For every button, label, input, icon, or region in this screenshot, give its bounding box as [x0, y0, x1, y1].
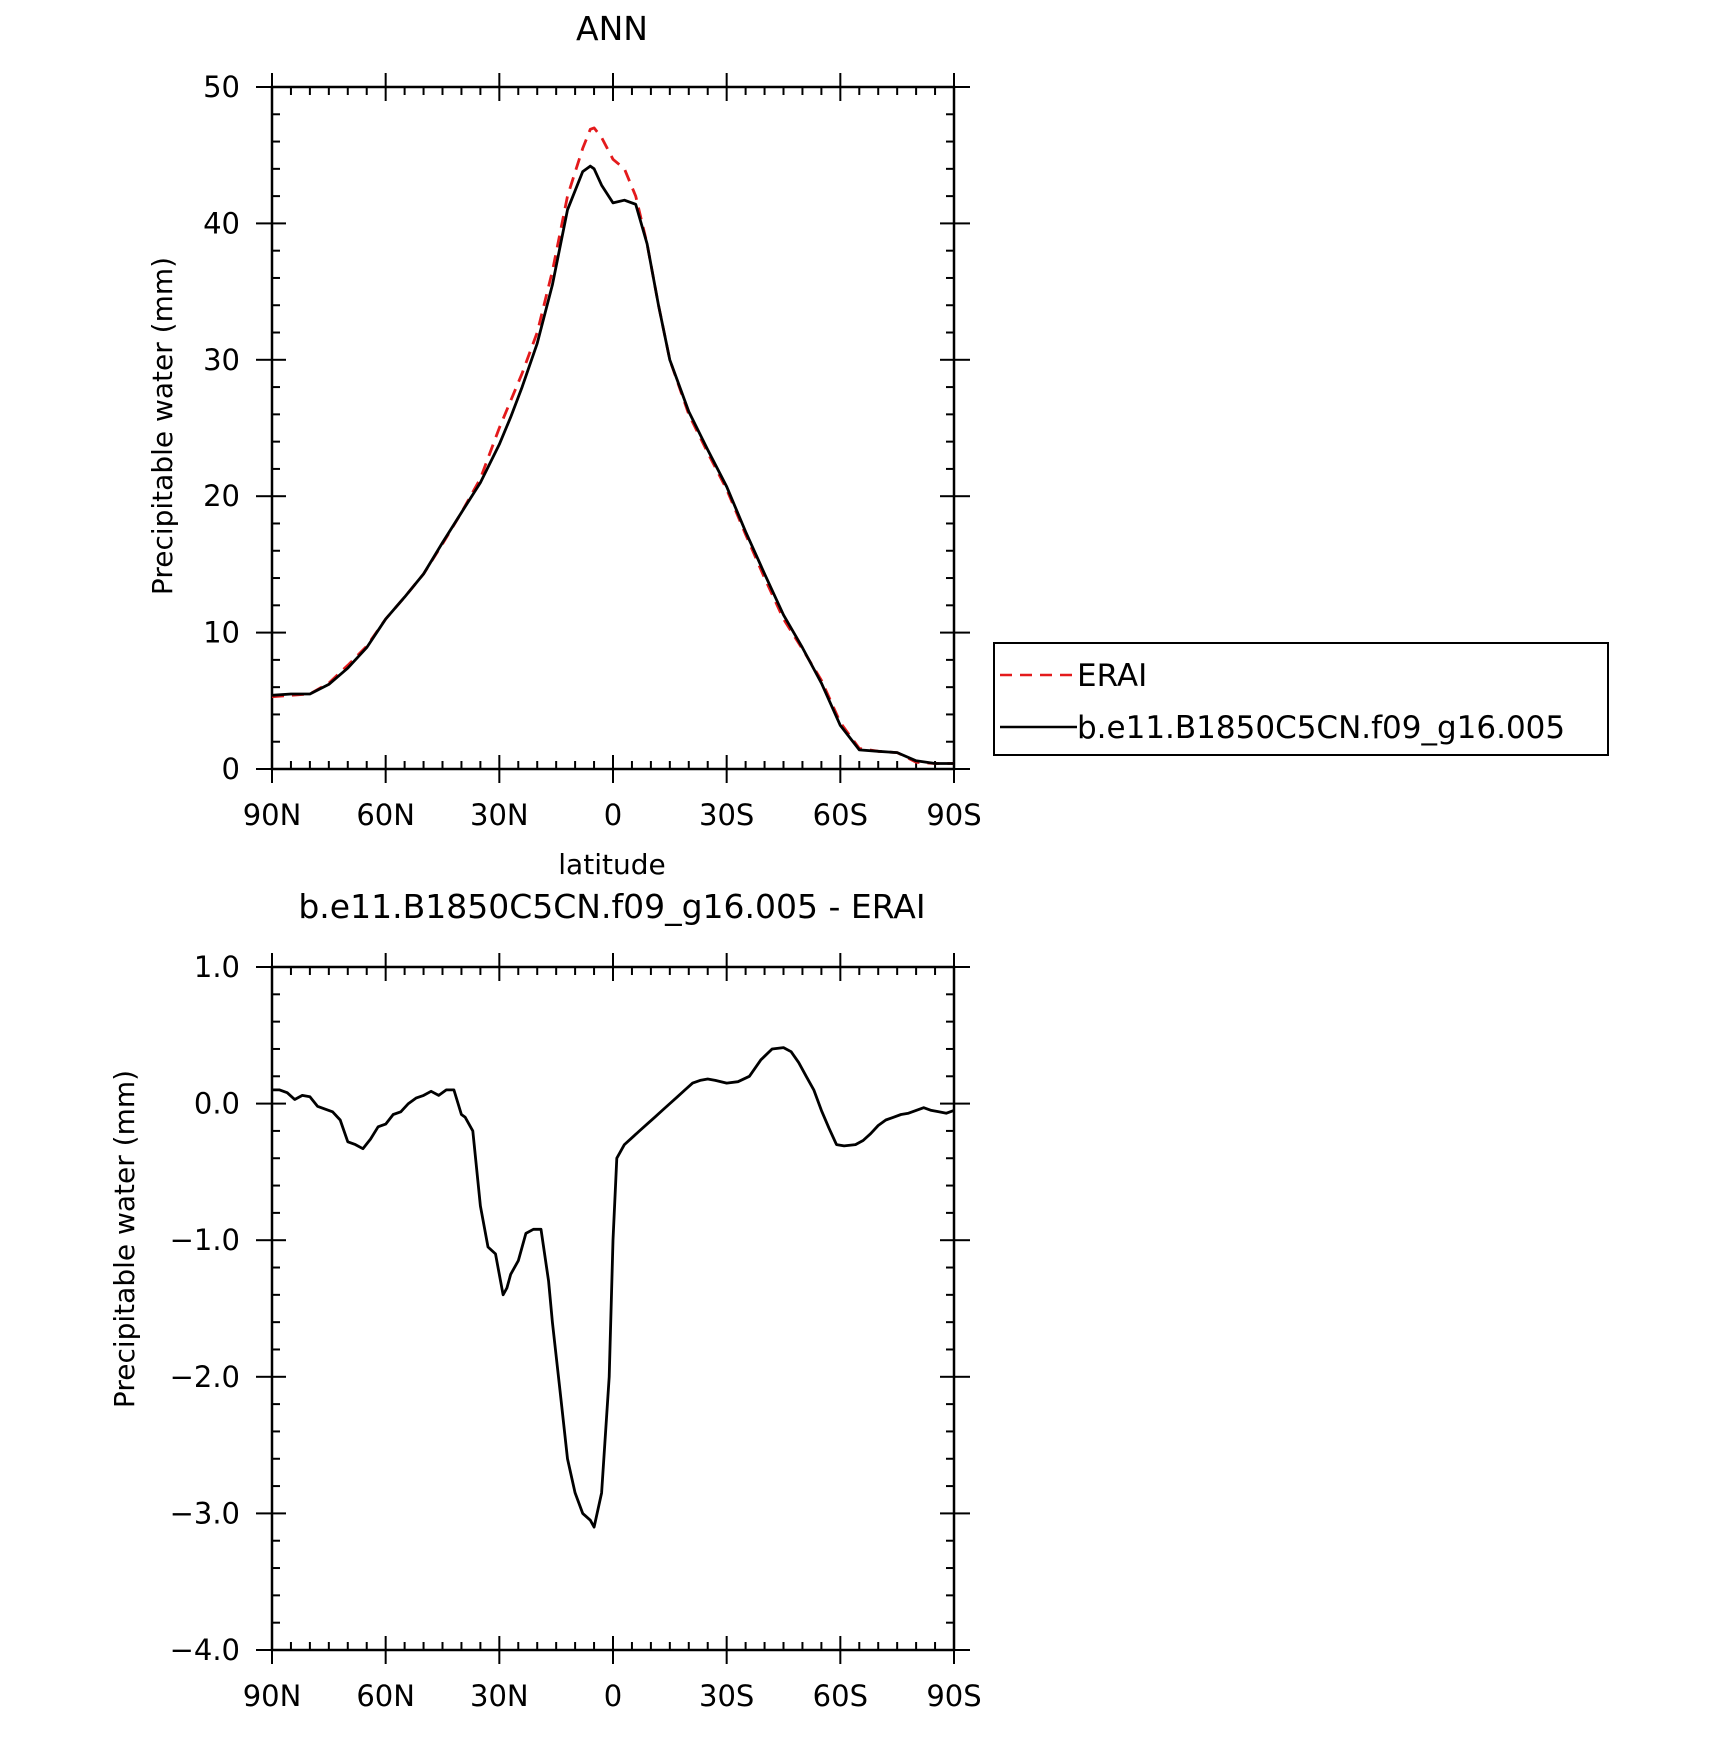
panel-bottom-title: b.e11.B1850C5CN.f09_g16.005 - ERAI — [298, 887, 925, 926]
panel-bottom-y-tick-label: −3.0 — [170, 1496, 240, 1530]
panel-top-y-tick-label: 10 — [203, 616, 240, 650]
panel-top-y-tick-label: 0 — [222, 752, 240, 786]
panel-top-y-label: Precipitable water (mm) — [146, 257, 179, 595]
panel-top-x-label: latitude — [558, 848, 665, 881]
panel-bottom-x-tick-label: 90N — [243, 1679, 302, 1713]
panel-bottom-x-tick-label: 60S — [813, 1679, 868, 1713]
panel-top-series-line-1 — [271, 164, 954, 765]
panel-top-axes: 90N 60N 30N 0 30S 60S 90S 0 10 20 30 40 50 — [203, 70, 982, 832]
panel-bottom: b.e11.B1850C5CN.f09_g16.005 - ERAI 90N 60… — [108, 887, 982, 1713]
panel-top-x-tick-label: 60S — [813, 798, 868, 832]
legend-box — [993, 642, 1609, 756]
panel-top-x-tick-label: 90S — [926, 798, 981, 832]
legend-label-model: b.e11.B1850C5CN.f09_g16.005 — [1077, 710, 1565, 746]
legend: ERAI b.e11.B1850C5CN.f09_g16.005 — [993, 642, 1609, 756]
panel-top-x-tick-label: 60N — [356, 798, 415, 832]
panel-bottom-y-tick-label: −4.0 — [170, 1633, 240, 1667]
panel-top-y-tick-label: 40 — [203, 206, 240, 240]
panel-bottom-y-tick-label: 0.0 — [194, 1087, 240, 1121]
panel-bottom-x-tick-label: 30N — [470, 1679, 529, 1713]
panel-bottom-y-label: Precipitable water (mm) — [108, 1070, 141, 1408]
panel-top-x-tick-label: 30N — [470, 798, 529, 832]
panel-top-series — [271, 126, 954, 765]
panel-bottom-x-tick-label: 60N — [356, 1679, 415, 1713]
panel-top: ANN 90N 60N 30N 0 30S 60S 90S 0 10 20 30 40 50 latit… — [146, 9, 1609, 881]
panel-bottom-series-line-0 — [272, 1046, 955, 1529]
panel-bottom-series — [272, 1046, 955, 1529]
panel-top-x-tick-label: 0 — [604, 798, 622, 832]
panel-top-x-tick-label: 90N — [243, 798, 302, 832]
panel-bottom-x-tick-label: 30S — [699, 1679, 754, 1713]
panel-bottom-y-tick-label: 1.0 — [194, 950, 240, 984]
panel-bottom-y-tick-label: −2.0 — [170, 1360, 240, 1394]
panel-top-y-tick-label: 50 — [203, 70, 240, 104]
panel-top-y-tick-label: 20 — [203, 479, 240, 513]
panel-bottom-axes: 90N 60N 30N 0 30S 60S 90S 1.0 0.0 −1.0 −2.0 −3.0 −4.… — [170, 950, 982, 1713]
panel-bottom-y-tick-label: −1.0 — [170, 1223, 240, 1257]
panel-bottom-x-tick-label: 90S — [926, 1679, 981, 1713]
legend-label-erai: ERAI — [1077, 658, 1147, 694]
panel-top-y-tick-label: 30 — [203, 343, 240, 377]
panel-top-title: ANN — [576, 9, 648, 48]
panel-bottom-x-tick-label: 0 — [604, 1679, 622, 1713]
panel-top-x-tick-label: 30S — [699, 798, 754, 832]
